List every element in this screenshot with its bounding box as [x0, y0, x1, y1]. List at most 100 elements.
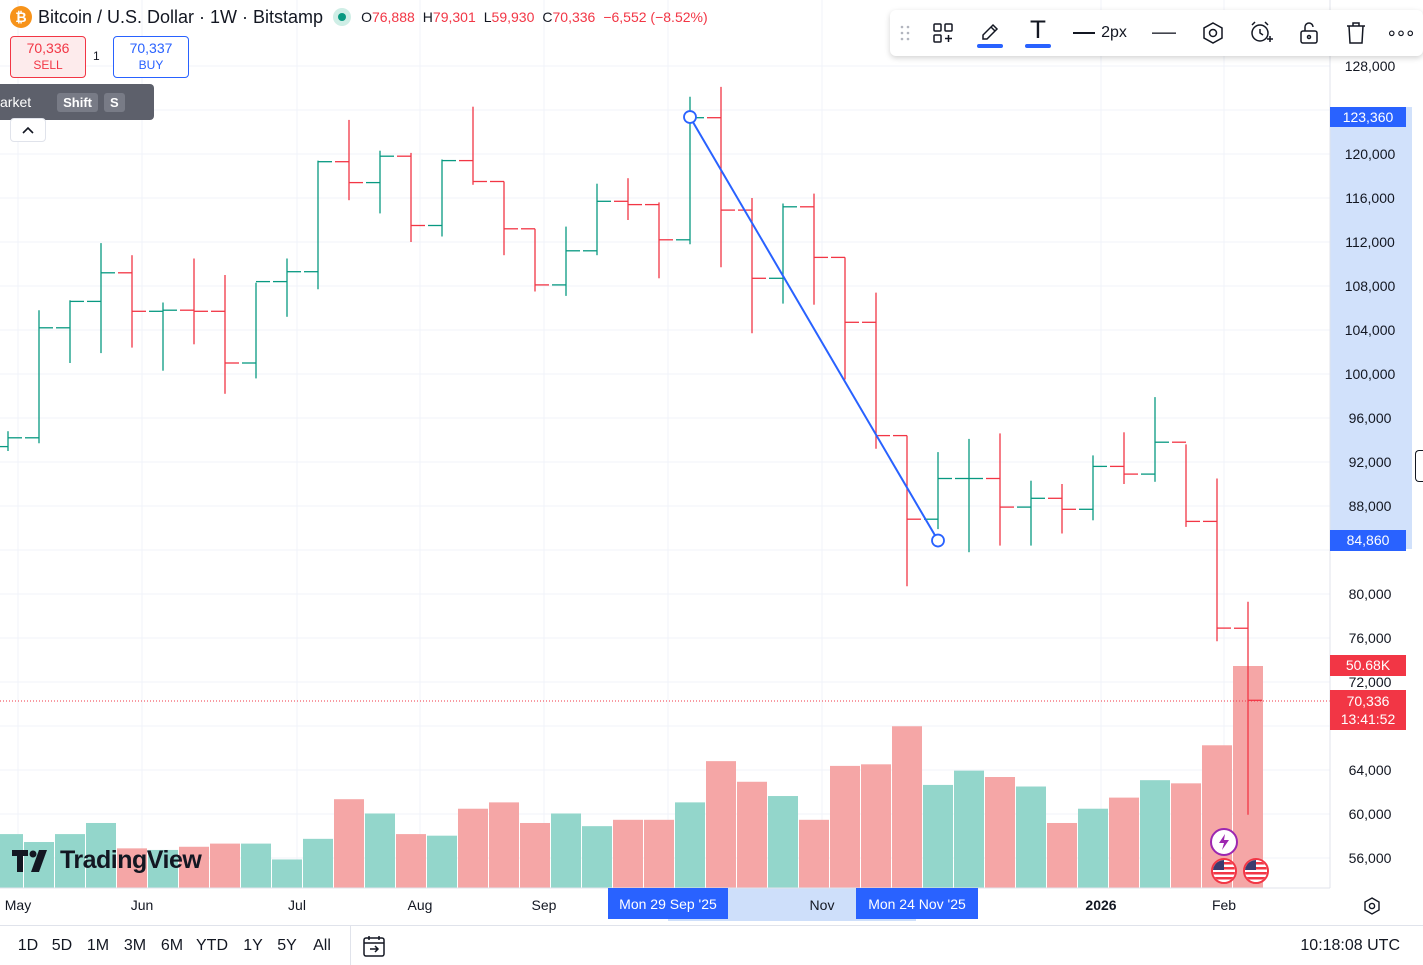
- line-width-button[interactable]: 2px: [1062, 10, 1138, 56]
- buy-button[interactable]: 70,337 BUY: [113, 36, 189, 78]
- ohlc-bar: [707, 86, 735, 268]
- time-axis-label: May: [4, 897, 32, 913]
- price-axis-label: 72,000: [1348, 674, 1392, 690]
- price-axis-label: 108,000: [1344, 278, 1396, 294]
- time-axis-label: Jun: [130, 897, 154, 913]
- shift-key: Shift: [57, 92, 99, 112]
- volume-bar: [985, 777, 1015, 888]
- buy-label: BUY: [138, 58, 164, 72]
- ohlc-bar: [428, 159, 456, 237]
- us-flag-icon[interactable]: [1243, 858, 1269, 884]
- high-value: 79,301: [432, 9, 476, 25]
- settings-button[interactable]: [1190, 10, 1236, 56]
- ohlc-bar: [397, 152, 425, 242]
- volume-bar: [427, 835, 457, 888]
- symbol-title[interactable]: Bitcoin / U.S. Dollar · 1W · Bitstamp: [38, 6, 324, 27]
- last-price-value: 70,336: [1346, 693, 1390, 709]
- range-1y[interactable]: 1Y: [243, 937, 263, 954]
- volume-bar: [799, 819, 829, 888]
- text-icon: T: [1030, 16, 1046, 44]
- trendline-end-date-tag: Mon 24 Nov '25: [856, 888, 978, 919]
- close-value: 70,336: [552, 9, 596, 25]
- drag-handle-icon[interactable]: [890, 10, 920, 56]
- volume-bar: [86, 822, 116, 888]
- text-color-button[interactable]: T: [1014, 10, 1062, 56]
- volume-bar: [892, 726, 922, 888]
- ohlc-bar: [335, 119, 363, 201]
- sell-label: SELL: [33, 58, 63, 72]
- scroll-edge-handle[interactable]: [1415, 450, 1423, 482]
- time-axis-settings-icon[interactable]: [1362, 896, 1382, 921]
- ohlc-bar: [180, 258, 208, 345]
- utc-clock[interactable]: 10:18:08 UTC: [1300, 937, 1400, 954]
- ohlc-bar: [893, 434, 921, 587]
- volume-bar: [520, 822, 550, 888]
- volume-bar: [1016, 786, 1046, 888]
- range-all[interactable]: All: [313, 937, 331, 954]
- line-style-button[interactable]: [1138, 10, 1190, 56]
- range-5y[interactable]: 5Y: [277, 937, 297, 954]
- price-axis-label: 96,000: [1348, 410, 1392, 426]
- price-axis-label: 120,000: [1344, 146, 1396, 162]
- us-flag-icon[interactable]: [1211, 858, 1237, 884]
- trendline: [689, 116, 939, 542]
- collapse-button[interactable]: [10, 118, 46, 142]
- open-value: 76,888: [371, 9, 415, 25]
- volume-bar: [1047, 822, 1077, 888]
- ohlc-bar: [56, 300, 84, 363]
- ohlc-bar: [366, 150, 394, 214]
- volume-bar: [0, 834, 23, 888]
- range-1m[interactable]: 1M: [86, 937, 110, 954]
- bitcoin-icon: ₿: [10, 6, 32, 28]
- date-range-icon[interactable]: [362, 934, 386, 963]
- ohlc-bar: [552, 226, 580, 296]
- delete-button[interactable]: [1332, 10, 1380, 56]
- range-ytd[interactable]: YTD: [196, 937, 228, 954]
- date-range-button[interactable]: [350, 926, 351, 965]
- volume-bar: [675, 802, 705, 888]
- line-style-icon: [1152, 32, 1176, 34]
- chevron-up-icon: [22, 126, 34, 134]
- logo-text: TradingView: [60, 846, 202, 874]
- volume-bar: [179, 846, 209, 888]
- trash-icon: [1347, 22, 1365, 44]
- templates-icon: [933, 23, 953, 43]
- range-5d[interactable]: 5D: [51, 937, 73, 954]
- ohlc-bar: [1172, 441, 1200, 527]
- volume-bar: [365, 813, 395, 888]
- volume-bar: [923, 784, 953, 888]
- ohlc-bar: [521, 228, 549, 292]
- range-3m[interactable]: 3M: [123, 937, 147, 954]
- line-color-button[interactable]: [966, 10, 1014, 56]
- last-price-tag: 70,336 13:41:52: [1330, 690, 1406, 730]
- pencil-icon: [982, 23, 999, 40]
- s-key: S: [104, 92, 125, 112]
- ohlc-bar: [490, 180, 518, 256]
- volume-bar: [551, 813, 581, 888]
- ohlc-bar: [87, 243, 115, 354]
- ohlc-bar: [149, 302, 177, 371]
- ohlc-bar: [1079, 455, 1107, 521]
- volume-bar: [55, 834, 85, 888]
- trendline-start-price-tag: 123,360: [1330, 107, 1406, 127]
- add-alert-button[interactable]: [1236, 10, 1286, 56]
- sell-button[interactable]: 70,336 SELL: [10, 36, 86, 78]
- more-button[interactable]: ∘∘∘: [1380, 10, 1420, 56]
- ohlc-bar: [738, 198, 766, 334]
- ohlc-bar: [459, 106, 487, 185]
- trendline-end-price-tag: 84,860: [1330, 530, 1406, 551]
- market-status-icon: [333, 8, 352, 26]
- lock-button[interactable]: [1286, 10, 1332, 56]
- time-axis-label: Aug: [407, 897, 433, 913]
- volume-bar: [458, 808, 488, 888]
- range-6m[interactable]: 6M: [160, 937, 184, 954]
- ai-assistant-icon[interactable]: [1210, 828, 1238, 856]
- shortcut-tooltip: arket Shift S: [0, 84, 154, 120]
- tradingview-logo[interactable]: TradingView: [12, 846, 202, 875]
- templates-button[interactable]: [920, 10, 966, 56]
- ohlc-bar: [862, 292, 890, 449]
- ohlc-bar: [1203, 478, 1231, 642]
- range-1d[interactable]: 1D: [17, 937, 39, 954]
- price-axis-label: 104,000: [1344, 322, 1396, 338]
